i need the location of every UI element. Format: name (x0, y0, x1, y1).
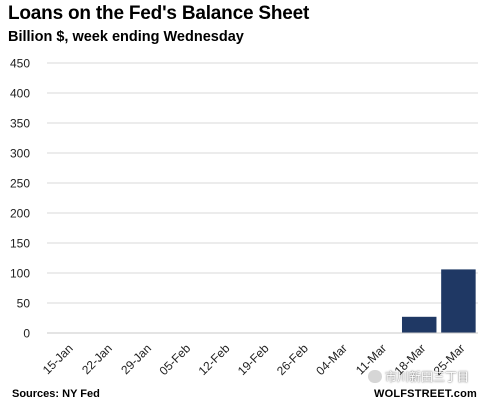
bar-18-Mar (401, 316, 437, 333)
x-tick-label: 19-Feb (235, 341, 272, 378)
x-tick-label: 26-Feb (274, 341, 311, 378)
bars (401, 269, 476, 333)
x-tick-label: 15-Jan (40, 341, 76, 377)
x-tick-label: 12-Feb (196, 341, 233, 378)
y-tick-label: 0 (23, 327, 30, 341)
y-tick-label: 200 (10, 207, 30, 221)
source-note: Sources: NY Fed (12, 388, 100, 400)
y-tick-label: 100 (10, 267, 30, 281)
x-tick-label: 22-Jan (79, 341, 115, 377)
x-tick-label: 29-Jan (118, 341, 154, 377)
y-tick-label: 400 (10, 87, 30, 101)
x-tick-label: 04-Mar (313, 341, 350, 378)
wechat-icon (368, 370, 382, 383)
x-tick-label: 05-Feb (156, 341, 193, 378)
y-tick-label: 350 (10, 117, 30, 131)
chart-title: Loans on the Fed's Balance Sheet (8, 3, 310, 24)
watermark-text: 市川新田三丁目 (385, 370, 470, 384)
y-tick-label: 150 (10, 237, 30, 251)
y-tick-label: 50 (17, 297, 31, 311)
brand-logo-text: WOLFSTREET.com (374, 388, 478, 400)
y-tick-label: 300 (10, 147, 30, 161)
chart-subtitle: Billion $, week ending Wednesday (8, 29, 244, 45)
gridlines (47, 62, 478, 304)
watermark: 市川新田三丁目 (368, 368, 469, 385)
y-tick-label: 250 (10, 177, 30, 191)
y-tick-label: 450 (10, 57, 30, 71)
y-axis-ticks: 0 50 100 150 200 250 300 350 400 450 (10, 57, 30, 341)
bar-25-Mar (441, 269, 476, 333)
